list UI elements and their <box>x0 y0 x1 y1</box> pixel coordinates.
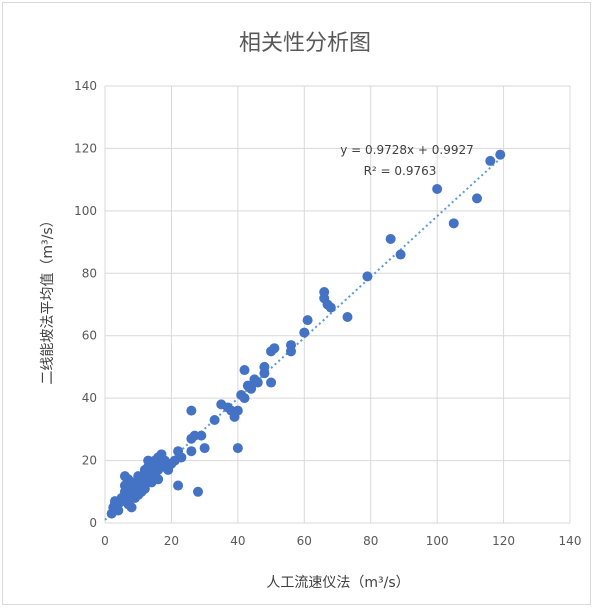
data-point <box>113 505 124 516</box>
data-point <box>196 430 207 441</box>
data-point <box>325 302 336 313</box>
data-point <box>126 502 137 513</box>
y-tick-label: 80 <box>82 266 97 280</box>
data-point <box>232 405 243 416</box>
data-point <box>362 271 373 282</box>
data-point <box>472 193 482 204</box>
data-point <box>252 377 263 388</box>
x-axis-ticks: 0 20 40 60 80 100 120 140 <box>101 534 581 548</box>
data-point <box>299 327 310 338</box>
data-point <box>239 365 250 376</box>
data-point <box>186 446 197 457</box>
x-tick-label: 140 <box>559 534 582 548</box>
trendline-equation: y = 0.9728x + 0.9927 <box>340 143 474 157</box>
x-tick-label: 120 <box>492 534 515 548</box>
x-axis-title: 人工流速仪法（m³/s） <box>266 575 409 591</box>
y-tick-label: 140 <box>74 79 97 93</box>
y-tick-label: 60 <box>82 329 97 343</box>
y-tick-label: 120 <box>74 141 97 155</box>
data-point <box>139 483 150 494</box>
data-point <box>153 474 164 485</box>
data-point <box>286 340 296 351</box>
y-tick-label: 0 <box>89 516 97 530</box>
data-point <box>239 393 250 404</box>
x-tick-label: 20 <box>164 534 179 548</box>
grid <box>104 85 571 524</box>
data-point <box>232 443 243 454</box>
y-tick-label: 20 <box>82 454 97 468</box>
data-point <box>319 287 330 298</box>
data-point <box>485 155 496 166</box>
scatter-chart: 相关性分析图 0 20 40 60 80 100 120 140 0 20 40 60 80 100 12… <box>40 31 581 591</box>
data-point <box>432 184 443 195</box>
data-point <box>176 452 187 463</box>
data-point <box>448 218 459 229</box>
data-point <box>395 249 406 260</box>
data-point <box>193 486 203 497</box>
data-point <box>209 414 220 425</box>
x-tick-label: 60 <box>297 534 312 548</box>
data-point <box>302 315 313 326</box>
y-axis-title: 二线能坡法平均值（m³/s） <box>40 213 56 384</box>
y-tick-label: 100 <box>74 204 97 218</box>
x-tick-label: 100 <box>426 534 449 548</box>
data-point <box>495 149 506 160</box>
data-point <box>259 361 270 372</box>
y-tick-label: 40 <box>82 391 97 405</box>
y-axis-ticks: 0 20 40 60 80 100 120 140 <box>74 79 97 530</box>
r-squared-label: R² = 0.9763 <box>364 164 437 178</box>
data-point <box>246 383 257 394</box>
data-point <box>266 377 277 388</box>
x-tick-label: 80 <box>363 534 378 548</box>
data-point <box>186 405 197 416</box>
data-point <box>342 311 353 322</box>
chart-title: 相关性分析图 <box>239 31 371 56</box>
data-points <box>106 149 506 519</box>
data-point <box>385 233 396 244</box>
x-tick-label: 40 <box>230 534 245 548</box>
x-tick-label: 0 <box>101 534 109 548</box>
data-point <box>173 480 184 491</box>
data-point <box>269 343 280 354</box>
data-point <box>199 443 210 454</box>
